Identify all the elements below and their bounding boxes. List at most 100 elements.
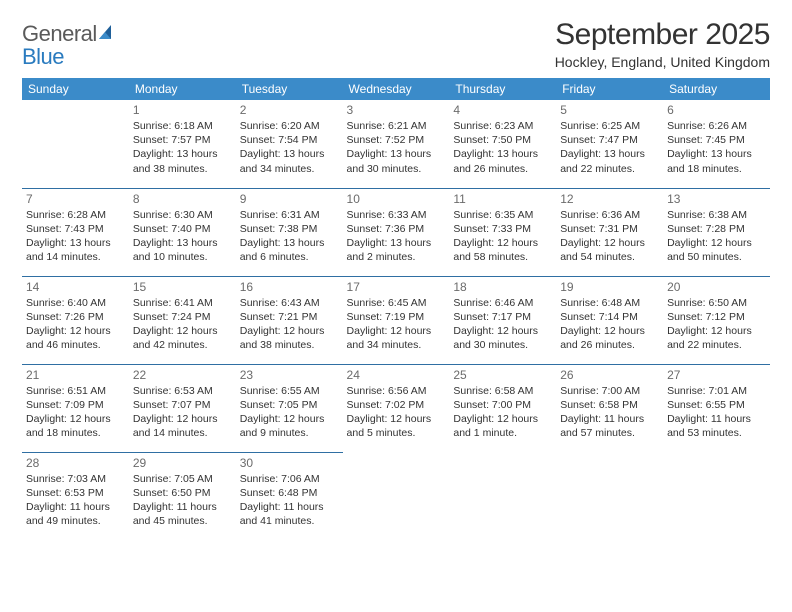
day-cell: 4Sunrise: 6:23 AMSunset: 7:50 PMDaylight…	[449, 100, 556, 188]
sunrise-text: Sunrise: 7:05 AM	[133, 472, 232, 486]
sunrise-text: Sunrise: 6:53 AM	[133, 384, 232, 398]
col-thursday: Thursday	[449, 78, 556, 100]
day-number: 5	[560, 103, 659, 117]
daylight-text: Daylight: 12 hours and 5 minutes.	[347, 412, 446, 440]
sunrise-text: Sunrise: 7:06 AM	[240, 472, 339, 486]
daylight-text: Daylight: 11 hours and 49 minutes.	[26, 500, 125, 528]
sunset-text: Sunset: 7:36 PM	[347, 222, 446, 236]
logo-word1: General	[22, 21, 97, 46]
sunset-text: Sunset: 6:53 PM	[26, 486, 125, 500]
sunrise-text: Sunrise: 6:38 AM	[667, 208, 766, 222]
day-cell: 11Sunrise: 6:35 AMSunset: 7:33 PMDayligh…	[449, 188, 556, 276]
sunrise-text: Sunrise: 6:23 AM	[453, 119, 552, 133]
sunrise-text: Sunrise: 6:25 AM	[560, 119, 659, 133]
sunrise-text: Sunrise: 6:50 AM	[667, 296, 766, 310]
day-cell	[556, 452, 663, 540]
sunset-text: Sunset: 7:12 PM	[667, 310, 766, 324]
sunrise-text: Sunrise: 6:20 AM	[240, 119, 339, 133]
day-info: Sunrise: 6:58 AMSunset: 7:00 PMDaylight:…	[453, 384, 552, 441]
logo-sail-icon	[97, 21, 117, 46]
sunrise-text: Sunrise: 6:55 AM	[240, 384, 339, 398]
day-cell: 13 Sunrise: 6:38 AMSunset: 7:28 PMDayligh…	[663, 188, 770, 276]
day-number: 19	[560, 280, 659, 294]
sunset-text: Sunset: 7:40 PM	[133, 222, 232, 236]
day-cell: 28Sunrise: 7:03 AMSunset: 6:53 PMDayligh…	[22, 452, 129, 540]
day-cell: 16Sunrise: 6:43 AMSunset: 7:21 PMDayligh…	[236, 276, 343, 364]
week-row: 7Sunrise: 6:28 AMSunset: 7:43 PMDaylight…	[22, 188, 770, 276]
daylight-text: Daylight: 11 hours and 45 minutes.	[133, 500, 232, 528]
day-cell: 5 Sunrise: 6:25 AMSunset: 7:47 PMDaylight…	[556, 100, 663, 188]
col-wednesday: Wednesday	[343, 78, 450, 100]
sunset-text: Sunset: 7:33 PM	[453, 222, 552, 236]
sunset-text: Sunset: 7:47 PM	[560, 133, 659, 147]
day-number: 23	[240, 368, 339, 382]
sunset-text: Sunset: 7:00 PM	[453, 398, 552, 412]
day-cell: 10 Sunrise: 6:33 AMSunset: 7:36 PMDayligh…	[343, 188, 450, 276]
day-cell	[343, 452, 450, 540]
day-info: Sunrise: 6:50 AMSunset: 7:12 PMDaylight:…	[667, 296, 766, 353]
sunset-text: Sunset: 7:54 PM	[240, 133, 339, 147]
sunrise-text: Sunrise: 6:43 AM	[240, 296, 339, 310]
day-number: 7	[26, 192, 125, 206]
sunrise-text: Sunrise: 6:31 AM	[240, 208, 339, 222]
day-info: Sunrise: 6:38 AMSunset: 7:28 PMDaylight:…	[667, 208, 766, 265]
daylight-text: Daylight: 12 hours and 34 minutes.	[347, 324, 446, 352]
day-info: Sunrise: 6:36 AMSunset: 7:31 PMDaylight:…	[560, 208, 659, 265]
day-info: Sunrise: 6:26 AMSunset: 7:45 PMDaylight:…	[667, 119, 766, 176]
day-number: 29	[133, 456, 232, 470]
daylight-text: Daylight: 12 hours and 14 minutes.	[133, 412, 232, 440]
sunrise-text: Sunrise: 6:26 AM	[667, 119, 766, 133]
day-number: 30	[240, 456, 339, 470]
day-number: 14	[26, 280, 125, 294]
daylight-text: Daylight: 13 hours and 18 minutes.	[667, 147, 766, 175]
day-number: 13	[667, 192, 766, 206]
day-cell: 1Sunrise: 6:18 AMSunset: 7:57 PMDaylight…	[129, 100, 236, 188]
day-number: 10	[347, 192, 446, 206]
day-number: 27	[667, 368, 766, 382]
week-row: 14Sunrise: 6:40 AMSunset: 7:26 PMDayligh…	[22, 276, 770, 364]
sunset-text: Sunset: 7:26 PM	[26, 310, 125, 324]
daylight-text: Daylight: 12 hours and 9 minutes.	[240, 412, 339, 440]
day-info: Sunrise: 6:51 AMSunset: 7:09 PMDaylight:…	[26, 384, 125, 441]
sunset-text: Sunset: 7:02 PM	[347, 398, 446, 412]
sunset-text: Sunset: 7:21 PM	[240, 310, 339, 324]
day-info: Sunrise: 6:20 AMSunset: 7:54 PMDaylight:…	[240, 119, 339, 176]
day-cell: 20Sunrise: 6:50 AMSunset: 7:12 PMDayligh…	[663, 276, 770, 364]
day-cell	[449, 452, 556, 540]
sunrise-text: Sunrise: 7:00 AM	[560, 384, 659, 398]
sunrise-text: Sunrise: 6:21 AM	[347, 119, 446, 133]
day-number: 25	[453, 368, 552, 382]
day-number: 4	[453, 103, 552, 117]
day-header-row: Sunday Monday Tuesday Wednesday Thursday…	[22, 78, 770, 100]
sunrise-text: Sunrise: 6:33 AM	[347, 208, 446, 222]
day-cell: 18Sunrise: 6:46 AMSunset: 7:17 PMDayligh…	[449, 276, 556, 364]
sunrise-text: Sunrise: 7:01 AM	[667, 384, 766, 398]
daylight-text: Daylight: 12 hours and 50 minutes.	[667, 236, 766, 264]
sunset-text: Sunset: 7:24 PM	[133, 310, 232, 324]
daylight-text: Daylight: 12 hours and 18 minutes.	[26, 412, 125, 440]
day-info: Sunrise: 6:41 AMSunset: 7:24 PMDaylight:…	[133, 296, 232, 353]
week-row: 28Sunrise: 7:03 AMSunset: 6:53 PMDayligh…	[22, 452, 770, 540]
daylight-text: Daylight: 13 hours and 30 minutes.	[347, 147, 446, 175]
daylight-text: Daylight: 12 hours and 26 minutes.	[560, 324, 659, 352]
day-cell: 19Sunrise: 6:48 AMSunset: 7:14 PMDayligh…	[556, 276, 663, 364]
day-info: Sunrise: 7:05 AMSunset: 6:50 PMDaylight:…	[133, 472, 232, 529]
daylight-text: Daylight: 12 hours and 1 minute.	[453, 412, 552, 440]
week-row: 1Sunrise: 6:18 AMSunset: 7:57 PMDaylight…	[22, 100, 770, 188]
day-cell: 27 Sunrise: 7:01 AMSunset: 6:55 PMDayligh…	[663, 364, 770, 452]
daylight-text: Daylight: 13 hours and 10 minutes.	[133, 236, 232, 264]
sunset-text: Sunset: 7:45 PM	[667, 133, 766, 147]
day-cell: 14Sunrise: 6:40 AMSunset: 7:26 PMDayligh…	[22, 276, 129, 364]
sunset-text: Sunset: 7:57 PM	[133, 133, 232, 147]
day-number: 12	[560, 192, 659, 206]
day-number: 16	[240, 280, 339, 294]
day-number: 9	[240, 192, 339, 206]
day-info: Sunrise: 6:33 AMSunset: 7:36 PMDaylight:…	[347, 208, 446, 265]
day-info: Sunrise: 6:25 AMSunset: 7:47 PMDaylight:…	[560, 119, 659, 176]
day-number: 21	[26, 368, 125, 382]
day-cell: 15Sunrise: 6:41 AMSunset: 7:24 PMDayligh…	[129, 276, 236, 364]
sunset-text: Sunset: 7:07 PM	[133, 398, 232, 412]
day-info: Sunrise: 7:01 AMSunset: 6:55 PMDaylight:…	[667, 384, 766, 441]
sunrise-text: Sunrise: 6:56 AM	[347, 384, 446, 398]
day-cell: 29 Sunrise: 7:05 AMSunset: 6:50 PMDayligh…	[129, 452, 236, 540]
